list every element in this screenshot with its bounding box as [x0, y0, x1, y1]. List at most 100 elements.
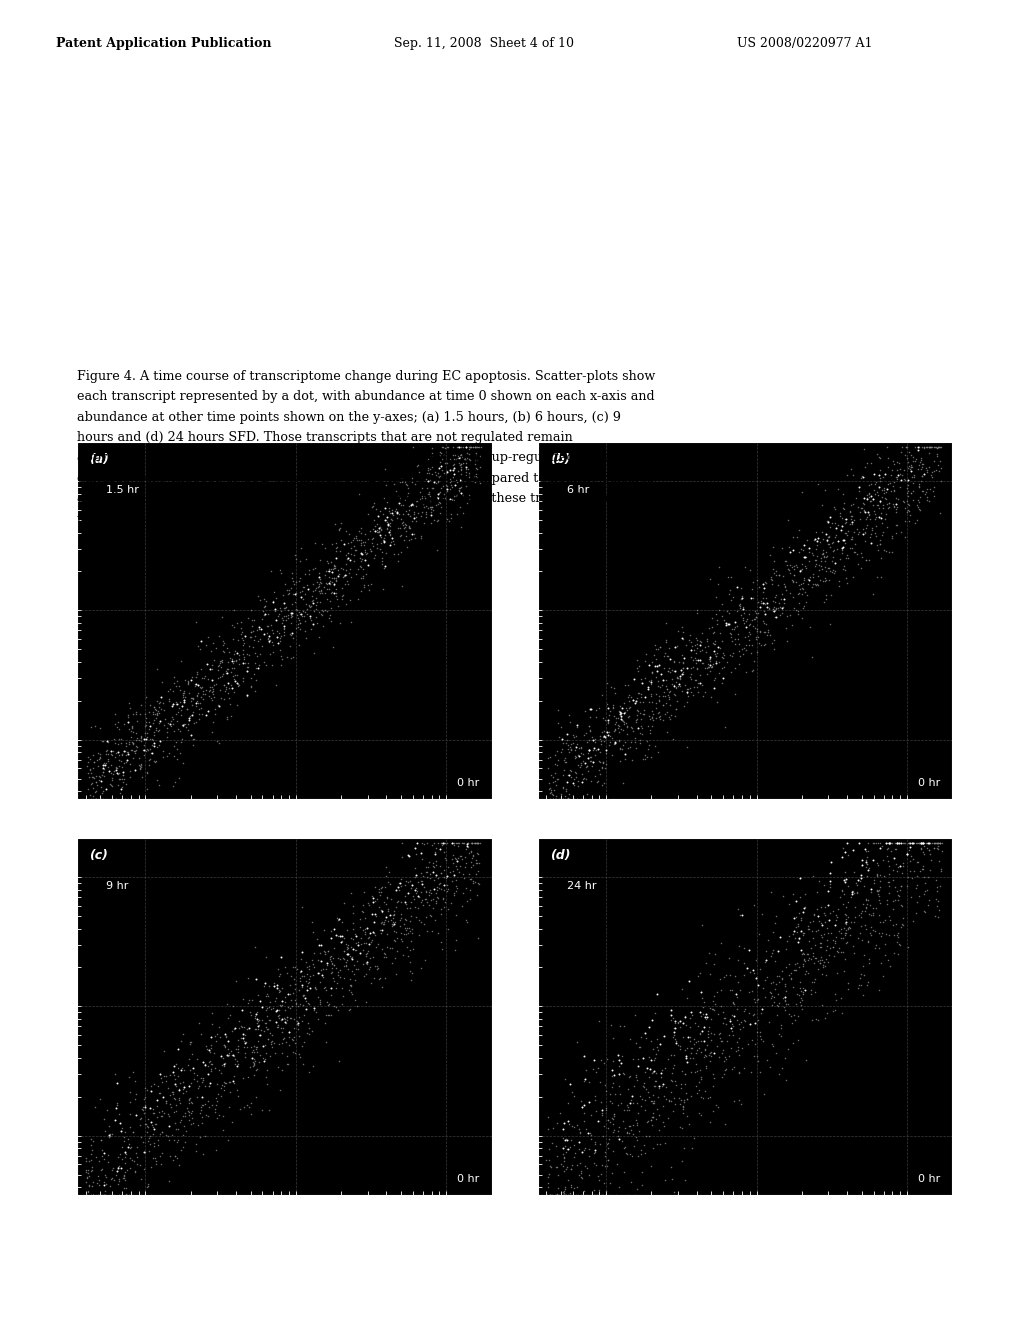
Point — [705, 607, 721, 628]
Point — [762, 624, 778, 645]
Point — [642, 1090, 658, 1111]
Point — [96, 1164, 113, 1185]
Point — [145, 1133, 162, 1154]
Point — [630, 1056, 646, 1077]
Point — [336, 940, 352, 961]
Point — [92, 766, 109, 787]
Point — [122, 1081, 138, 1102]
Point — [418, 495, 434, 516]
Point — [721, 948, 737, 969]
Point — [912, 451, 929, 473]
Point — [755, 978, 771, 999]
Point — [560, 1110, 577, 1131]
Point — [679, 692, 695, 713]
Point — [571, 756, 588, 777]
Point — [654, 1076, 671, 1097]
Point — [787, 906, 804, 927]
Point — [243, 1005, 259, 1026]
Point — [292, 619, 308, 640]
Point — [826, 932, 843, 953]
Point — [915, 453, 932, 474]
Point — [879, 494, 895, 515]
Point — [132, 1154, 148, 1175]
Point — [541, 779, 557, 800]
Point — [183, 688, 200, 709]
Point — [98, 743, 115, 764]
Point — [350, 520, 367, 541]
Point — [357, 942, 374, 964]
Point — [275, 598, 292, 619]
Point — [910, 473, 927, 494]
Point — [682, 639, 698, 660]
Point — [402, 878, 419, 899]
Point — [105, 1158, 122, 1179]
Point — [612, 1052, 629, 1073]
Point — [916, 836, 933, 857]
Point — [422, 486, 438, 507]
Point — [143, 1111, 160, 1133]
Point — [808, 521, 824, 543]
Point — [190, 704, 207, 725]
Point — [931, 461, 947, 482]
Point — [256, 1051, 272, 1072]
Point — [607, 1084, 624, 1105]
Point — [932, 451, 948, 473]
Point — [594, 1102, 610, 1123]
Point — [883, 956, 899, 977]
Point — [915, 883, 932, 904]
Point — [284, 568, 300, 589]
Point — [765, 591, 781, 612]
Point — [590, 1057, 606, 1078]
Point — [556, 1148, 572, 1170]
Point — [111, 742, 127, 763]
Point — [553, 783, 569, 804]
Point — [683, 1002, 699, 1023]
Point — [920, 832, 936, 853]
Point — [240, 656, 256, 677]
Point — [645, 709, 662, 730]
Point — [186, 676, 203, 697]
Point — [278, 597, 294, 618]
Point — [893, 441, 909, 462]
Point — [850, 553, 866, 574]
Point — [870, 879, 887, 900]
Point — [148, 659, 165, 680]
Point — [407, 474, 423, 495]
Point — [374, 977, 390, 998]
Point — [689, 1082, 706, 1104]
Point — [306, 601, 323, 622]
Point — [330, 948, 346, 969]
Point — [730, 628, 746, 649]
Point — [135, 734, 152, 755]
Point — [817, 557, 834, 578]
Point — [926, 837, 942, 858]
Point — [655, 709, 672, 730]
Point — [283, 965, 299, 986]
Point — [643, 669, 659, 690]
Point — [805, 564, 821, 585]
Point — [716, 966, 732, 987]
Point — [346, 545, 362, 566]
Point — [446, 474, 463, 495]
Point — [259, 623, 275, 644]
Point — [805, 866, 821, 887]
Point — [85, 788, 101, 809]
Point — [174, 1082, 190, 1104]
Point — [228, 1055, 245, 1076]
Point — [644, 661, 660, 682]
Point — [677, 1064, 693, 1085]
Point — [309, 612, 326, 634]
Point — [604, 1163, 621, 1184]
Point — [110, 775, 126, 796]
Point — [767, 978, 783, 999]
Point — [616, 1016, 633, 1038]
Point — [319, 601, 336, 622]
Point — [194, 677, 210, 698]
Point — [418, 504, 434, 525]
Point — [727, 611, 743, 632]
Point — [679, 1089, 695, 1110]
Point — [844, 537, 860, 558]
Point — [104, 1184, 121, 1205]
Point — [437, 832, 454, 853]
Point — [216, 675, 232, 696]
